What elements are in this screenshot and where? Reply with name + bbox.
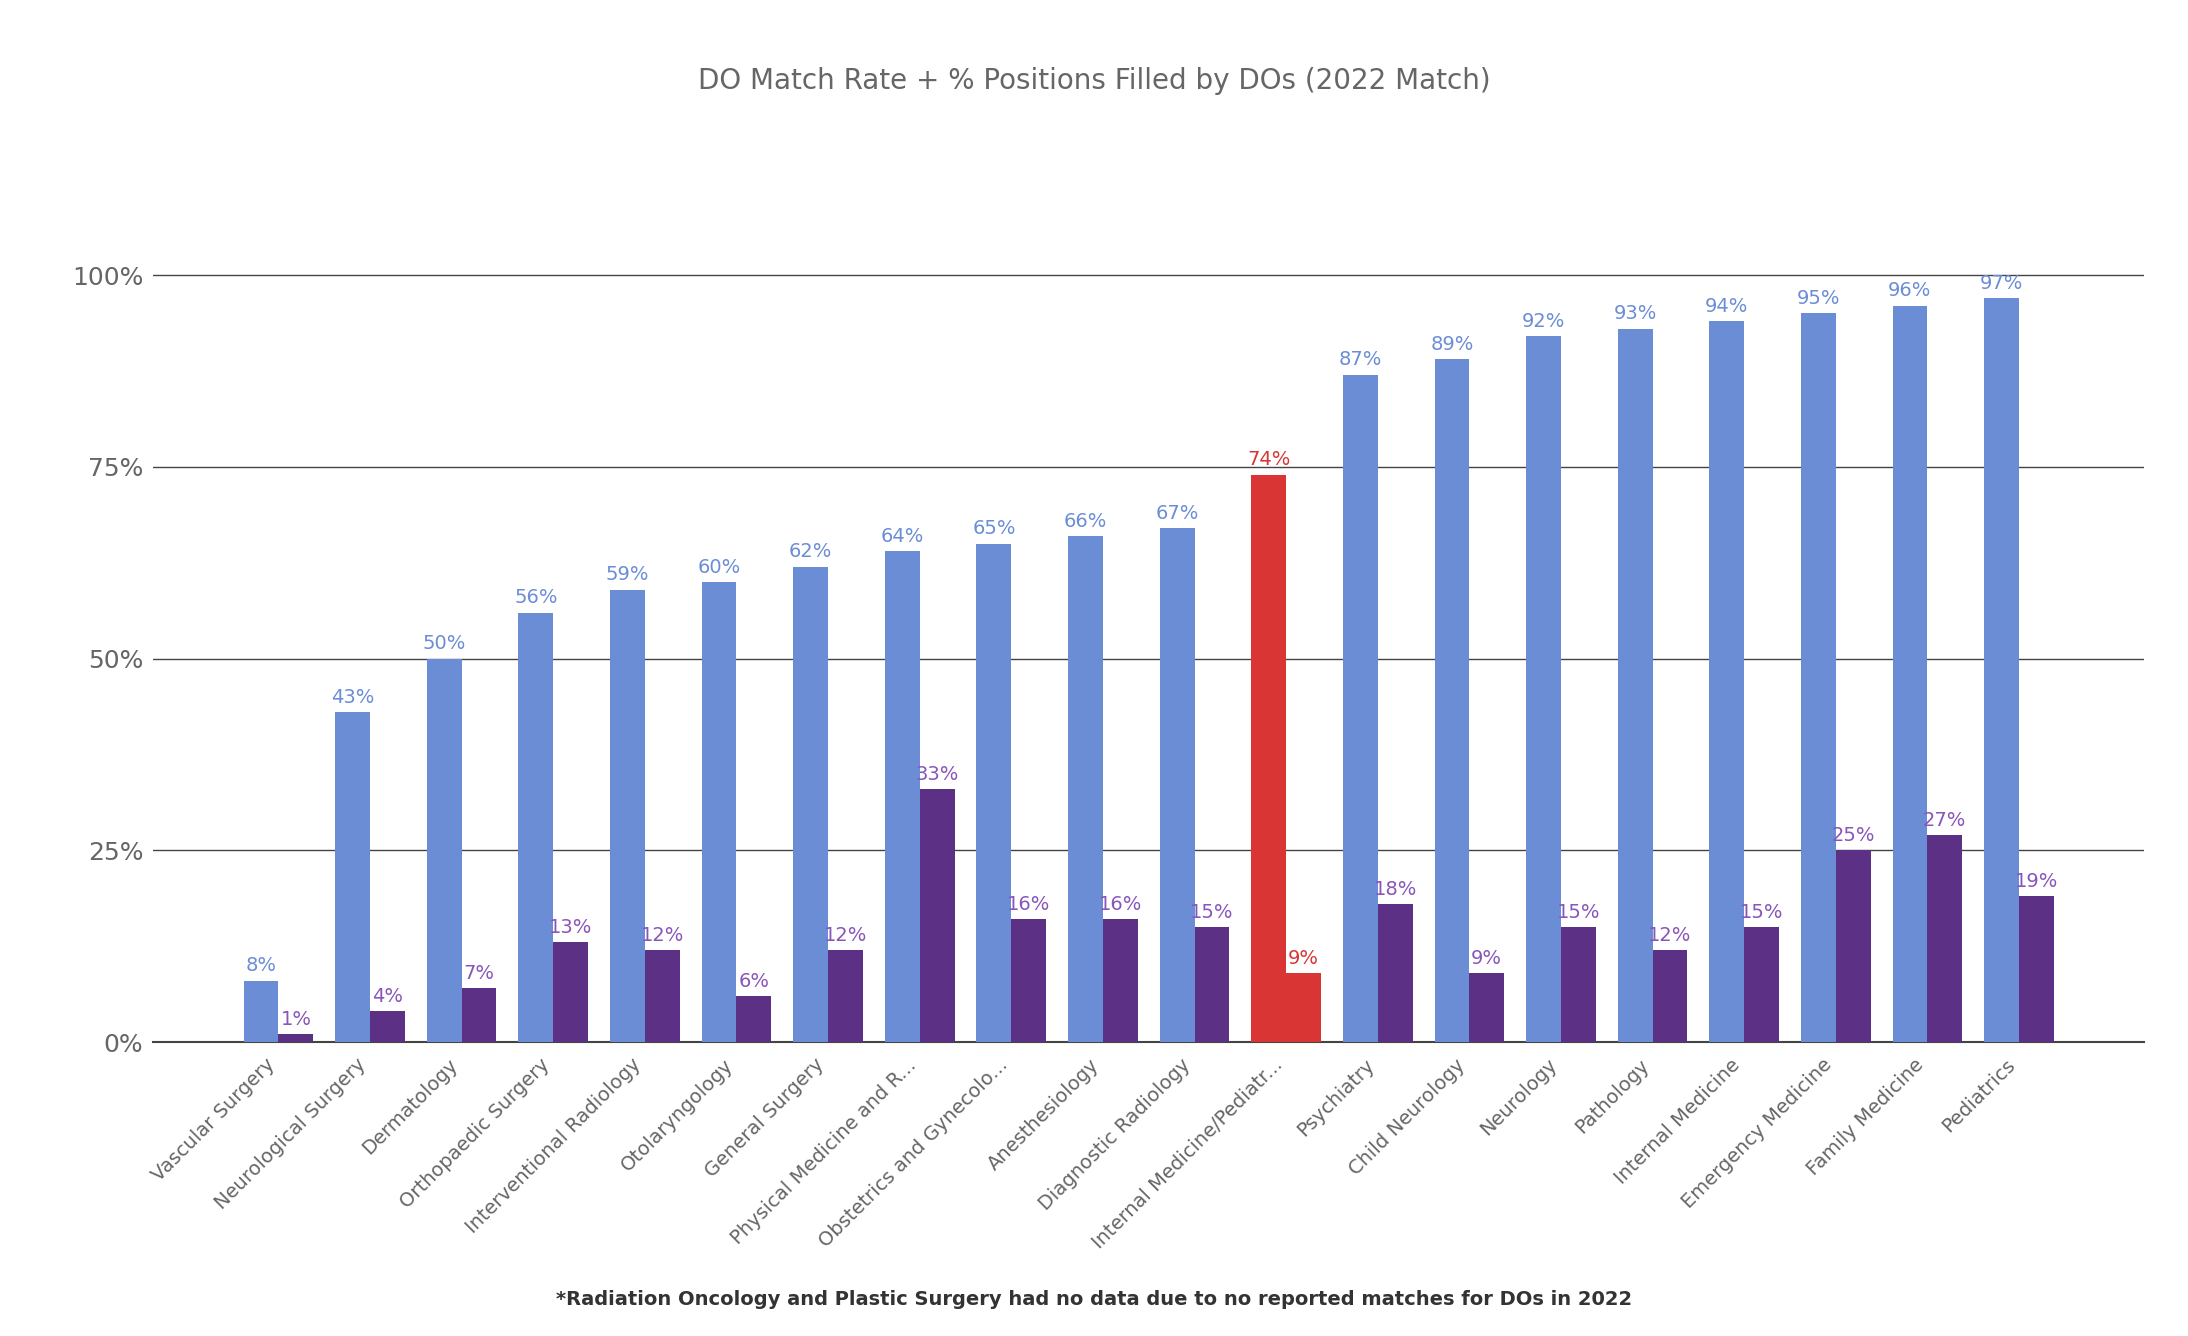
Text: 60%: 60% xyxy=(698,557,742,577)
Text: 96%: 96% xyxy=(1888,282,1932,301)
Text: 16%: 16% xyxy=(1006,895,1050,914)
Bar xyxy=(1617,329,1652,1042)
Text: 6%: 6% xyxy=(737,971,770,991)
Bar xyxy=(1252,474,1287,1042)
Bar xyxy=(827,950,862,1042)
Bar xyxy=(1893,306,1928,1042)
Bar xyxy=(976,544,1011,1042)
Bar xyxy=(1103,919,1138,1042)
Bar xyxy=(794,566,827,1042)
Bar xyxy=(645,950,680,1042)
Bar xyxy=(610,589,645,1042)
Bar xyxy=(1378,904,1413,1042)
Text: 64%: 64% xyxy=(880,526,923,546)
Bar xyxy=(1068,536,1103,1042)
Text: 1%: 1% xyxy=(280,1010,311,1029)
Bar xyxy=(1195,927,1230,1042)
Bar xyxy=(1287,973,1322,1042)
Bar xyxy=(335,712,370,1042)
Text: 94%: 94% xyxy=(1704,297,1748,315)
Text: 16%: 16% xyxy=(1098,895,1142,914)
Text: 67%: 67% xyxy=(1155,504,1199,522)
Text: 92%: 92% xyxy=(1523,313,1564,331)
Text: 43%: 43% xyxy=(330,688,374,707)
Bar xyxy=(1160,528,1195,1042)
Text: 33%: 33% xyxy=(915,764,958,784)
Bar xyxy=(1985,298,2020,1042)
Bar xyxy=(702,582,737,1042)
Bar xyxy=(1470,973,1503,1042)
Text: 8%: 8% xyxy=(245,957,276,975)
Text: 50%: 50% xyxy=(422,635,466,653)
Bar xyxy=(1744,927,1779,1042)
Text: DO Match Rate + % Positions Filled by DOs (2022 Match): DO Match Rate + % Positions Filled by DO… xyxy=(698,67,1490,95)
Bar xyxy=(919,790,954,1042)
Text: 65%: 65% xyxy=(971,520,1015,538)
Text: 12%: 12% xyxy=(641,926,685,945)
Text: 4%: 4% xyxy=(372,987,403,1006)
Bar xyxy=(278,1034,313,1042)
Text: *Radiation Oncology and Plastic Surgery had no data due to no reported matches f: *Radiation Oncology and Plastic Surgery … xyxy=(556,1291,1632,1309)
Bar xyxy=(2020,896,2055,1042)
Text: 89%: 89% xyxy=(1431,335,1473,354)
Text: 7%: 7% xyxy=(464,965,494,983)
Bar xyxy=(427,659,462,1042)
Bar xyxy=(519,613,554,1042)
Text: 15%: 15% xyxy=(1556,903,1599,922)
Text: 62%: 62% xyxy=(790,542,831,561)
Text: 9%: 9% xyxy=(1289,949,1319,967)
Text: 27%: 27% xyxy=(1923,811,1967,830)
Text: 15%: 15% xyxy=(1739,903,1783,922)
Bar xyxy=(1343,375,1378,1042)
Text: 25%: 25% xyxy=(1831,826,1875,844)
Text: 74%: 74% xyxy=(1247,450,1291,469)
Bar xyxy=(1652,950,1687,1042)
Text: 13%: 13% xyxy=(549,918,593,937)
Bar xyxy=(462,989,497,1042)
Bar xyxy=(1801,314,1836,1042)
Text: 59%: 59% xyxy=(606,565,650,584)
Text: 9%: 9% xyxy=(1470,949,1503,967)
Bar xyxy=(884,552,919,1042)
Text: 15%: 15% xyxy=(1190,903,1234,922)
Bar xyxy=(1836,850,1871,1042)
Bar xyxy=(737,997,772,1042)
Text: 97%: 97% xyxy=(1980,274,2024,293)
Text: 87%: 87% xyxy=(1339,350,1383,370)
Bar xyxy=(1709,321,1744,1042)
Bar xyxy=(1011,919,1046,1042)
Text: 19%: 19% xyxy=(2015,872,2059,891)
Bar xyxy=(1560,927,1595,1042)
Text: 12%: 12% xyxy=(1648,926,1691,945)
Bar xyxy=(1525,337,1560,1042)
Text: 56%: 56% xyxy=(514,588,558,607)
Text: 12%: 12% xyxy=(825,926,866,945)
Text: 66%: 66% xyxy=(1063,512,1107,530)
Bar xyxy=(243,981,278,1042)
Text: 93%: 93% xyxy=(1613,305,1656,323)
Bar xyxy=(370,1011,405,1042)
Text: 18%: 18% xyxy=(1374,879,1418,899)
Text: 95%: 95% xyxy=(1796,289,1840,309)
Bar xyxy=(1928,835,1963,1042)
Bar xyxy=(1435,359,1470,1042)
Bar xyxy=(554,942,589,1042)
